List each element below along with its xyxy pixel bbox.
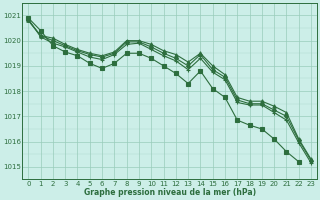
X-axis label: Graphe pression niveau de la mer (hPa): Graphe pression niveau de la mer (hPa) xyxy=(84,188,256,197)
